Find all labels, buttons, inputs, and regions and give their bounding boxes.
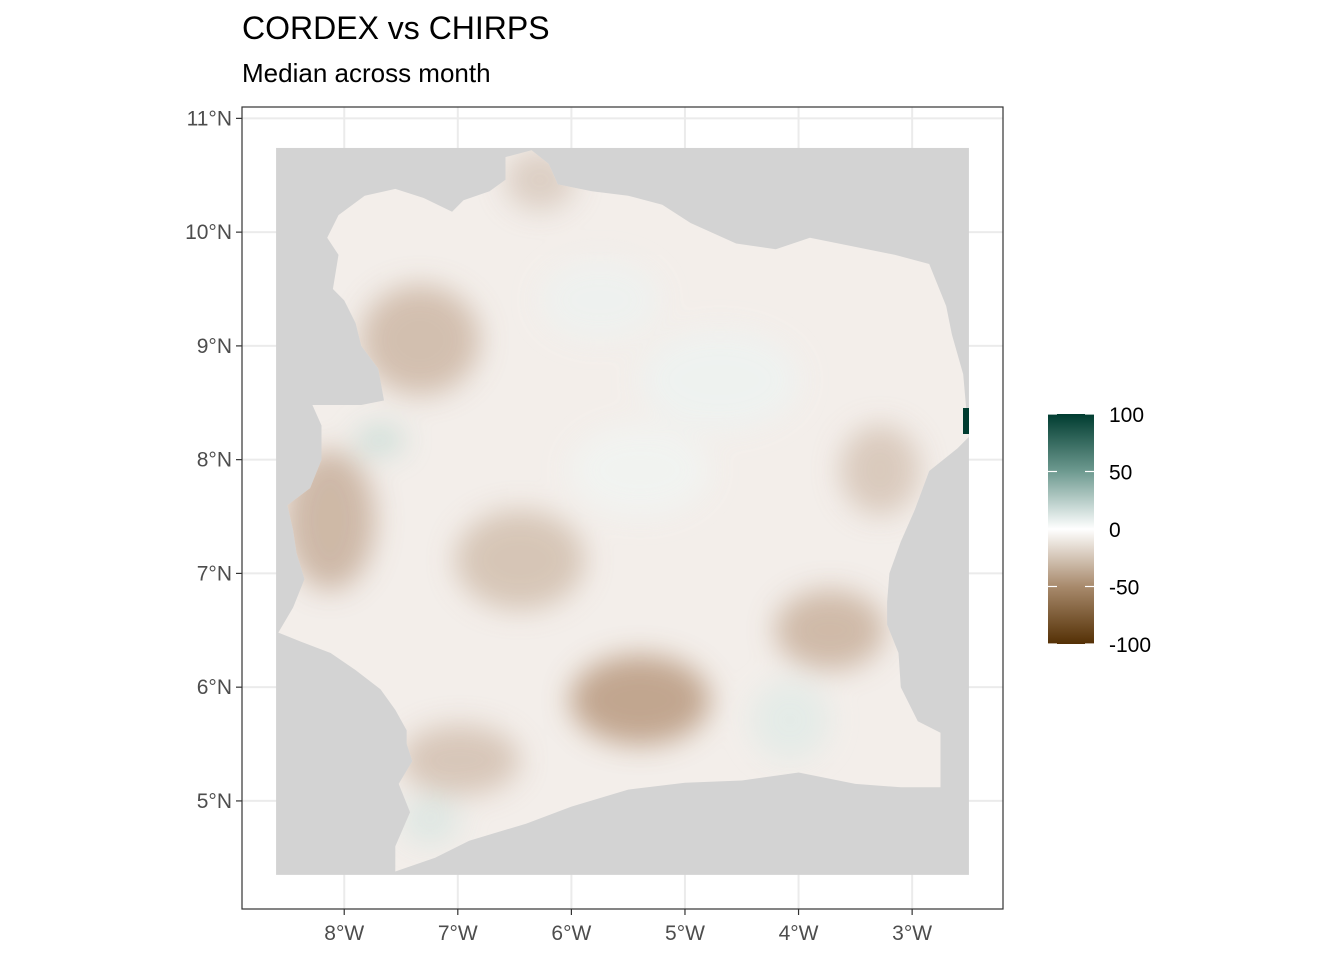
y-tick-label: 6°N <box>197 676 232 699</box>
x-axis: 8°W 7°W 6°W 5°W 4°W 3°W <box>324 909 932 945</box>
y-tick-label: 10°N <box>185 221 232 244</box>
y-axis: 5°N 6°N 7°N 8°N 9°N 10°N 11°N <box>185 107 242 813</box>
x-tick-label: 7°W <box>438 922 478 945</box>
y-tick-label: 9°N <box>197 335 232 358</box>
x-tick-label: 6°W <box>551 922 591 945</box>
y-tick-label: 8°N <box>197 449 232 472</box>
x-tick-label: 8°W <box>324 922 364 945</box>
x-tick-label: 5°W <box>665 922 705 945</box>
country-raster <box>278 150 969 872</box>
legend-tick-label: 100 <box>1109 404 1144 427</box>
legend-tick-label: 50 <box>1109 462 1132 485</box>
legend-tick-label: 0 <box>1109 519 1121 542</box>
x-tick-label: 4°W <box>779 922 819 945</box>
map-subtitle: Median across month <box>242 58 491 88</box>
map-title: CORDEX vs CHIRPS <box>242 10 550 46</box>
y-tick-label: 7°N <box>197 562 232 585</box>
y-tick-label: 5°N <box>197 790 232 813</box>
legend-tick-label: -50 <box>1109 577 1139 600</box>
edge-highlight <box>963 408 969 434</box>
x-tick-label: 3°W <box>892 922 932 945</box>
color-legend: 100 50 0 -50 -100 <box>1048 404 1151 657</box>
y-tick-label: 11°N <box>187 107 232 130</box>
panel-border <box>241 106 1004 910</box>
legend-tick-label: -100 <box>1109 634 1151 657</box>
